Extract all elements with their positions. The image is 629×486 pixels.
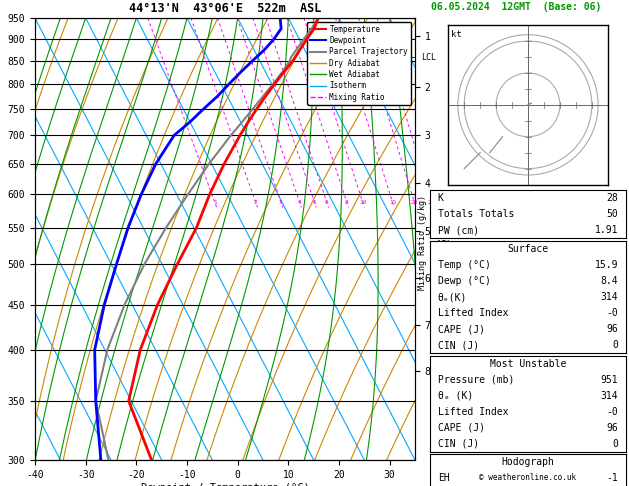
Text: -1: -1 [606, 473, 618, 483]
Text: K: K [438, 193, 443, 203]
Text: Mixing Ratio (g/kg): Mixing Ratio (g/kg) [418, 195, 427, 291]
Text: 5: 5 [313, 200, 316, 205]
Text: 25: 25 [428, 200, 435, 205]
Text: CIN (J): CIN (J) [438, 340, 479, 350]
Text: CAPE (J): CAPE (J) [438, 324, 485, 334]
Text: -0: -0 [606, 407, 618, 417]
Text: 314: 314 [601, 391, 618, 400]
Text: 951: 951 [601, 375, 618, 385]
Text: Lifted Index: Lifted Index [438, 308, 508, 318]
Text: 8: 8 [345, 200, 348, 205]
Text: 2: 2 [253, 200, 257, 205]
Text: 8.4: 8.4 [601, 276, 618, 286]
Legend: Temperature, Dewpoint, Parcel Trajectory, Dry Adiabat, Wet Adiabat, Isotherm, Mi: Temperature, Dewpoint, Parcel Trajectory… [308, 22, 411, 104]
Text: 15.9: 15.9 [595, 260, 618, 270]
Text: 0: 0 [613, 439, 618, 449]
Title: 44°13'N  43°06'E  522m  ASL: 44°13'N 43°06'E 522m ASL [129, 2, 321, 16]
Y-axis label: km
ASL: km ASL [436, 228, 454, 250]
Text: 96: 96 [606, 423, 618, 433]
Text: 10: 10 [359, 200, 367, 205]
Text: PW (cm): PW (cm) [438, 226, 479, 235]
Text: 0: 0 [613, 340, 618, 350]
Text: Lifted Index: Lifted Index [438, 407, 508, 417]
Text: 50: 50 [606, 209, 618, 220]
Text: 3: 3 [279, 200, 283, 205]
Y-axis label: hPa: hPa [0, 229, 2, 249]
Text: Totals Totals: Totals Totals [438, 209, 514, 220]
Text: 6: 6 [325, 200, 329, 205]
Text: 314: 314 [601, 292, 618, 302]
Text: Hodograph: Hodograph [501, 457, 554, 468]
Text: -0: -0 [606, 308, 618, 318]
Text: Dewp (°C): Dewp (°C) [438, 276, 491, 286]
Text: CIN (J): CIN (J) [438, 439, 479, 449]
Text: 1.91: 1.91 [595, 226, 618, 235]
Text: Temp (°C): Temp (°C) [438, 260, 491, 270]
Text: 4: 4 [298, 200, 301, 205]
Text: CAPE (J): CAPE (J) [438, 423, 485, 433]
Text: kt: kt [452, 30, 462, 39]
Text: Surface: Surface [508, 244, 548, 254]
Text: 28: 28 [606, 193, 618, 203]
Text: 15: 15 [389, 200, 396, 205]
Text: Most Unstable: Most Unstable [490, 359, 566, 368]
Text: θₑ(K): θₑ(K) [438, 292, 467, 302]
Text: 20: 20 [411, 200, 418, 205]
Text: θₑ (K): θₑ (K) [438, 391, 473, 400]
Text: Pressure (mb): Pressure (mb) [438, 375, 514, 385]
X-axis label: Dewpoint / Temperature (°C): Dewpoint / Temperature (°C) [141, 483, 309, 486]
Text: 1: 1 [213, 200, 216, 205]
Text: 06.05.2024  12GMT  (Base: 06): 06.05.2024 12GMT (Base: 06) [431, 2, 601, 12]
Text: © weatheronline.co.uk: © weatheronline.co.uk [479, 472, 577, 482]
Text: EH: EH [438, 473, 450, 483]
Text: LCL: LCL [421, 53, 436, 62]
Text: 96: 96 [606, 324, 618, 334]
